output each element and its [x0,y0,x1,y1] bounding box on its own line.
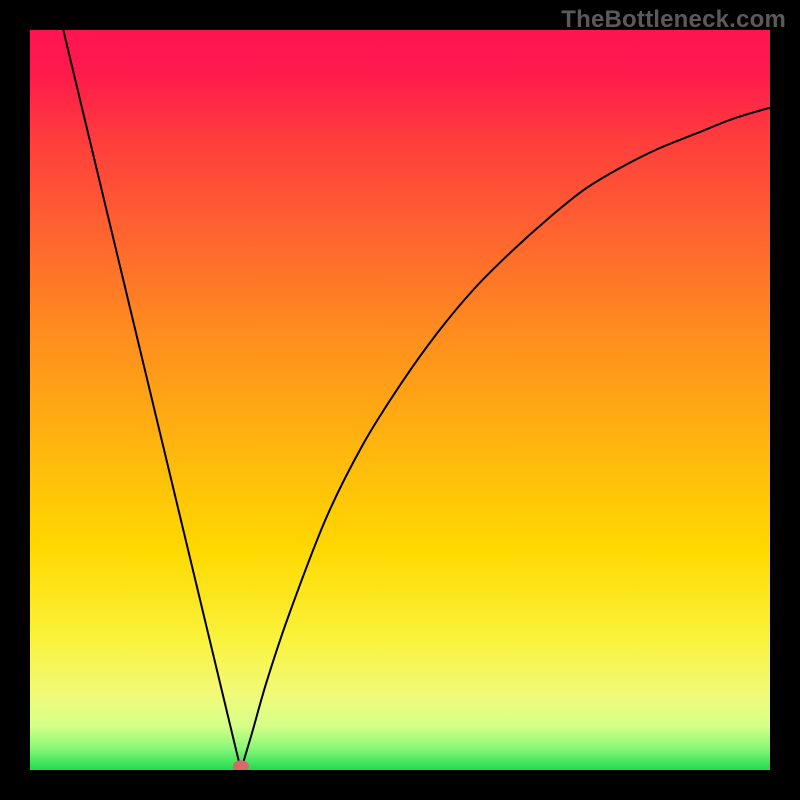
optimum-marker [233,760,249,770]
bottleneck-curve-svg [30,30,770,770]
bottleneck-curve [63,30,770,770]
plot-area [30,30,770,770]
